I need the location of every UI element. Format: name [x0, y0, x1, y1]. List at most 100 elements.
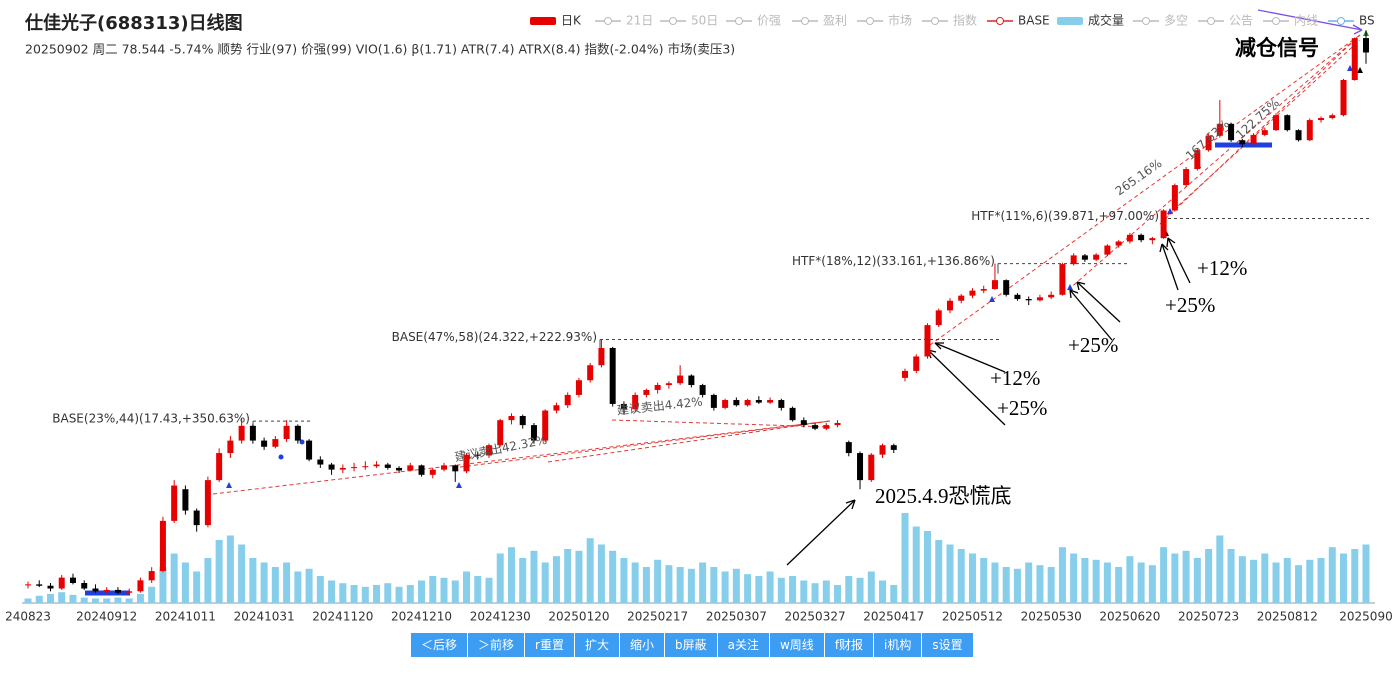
volume-bar	[328, 580, 336, 603]
candle-body	[294, 425, 301, 441]
candle-body	[1329, 115, 1336, 119]
legend-item[interactable]: 日K	[530, 14, 582, 28]
candle-body	[216, 453, 223, 481]
volume-bar	[260, 562, 268, 603]
candle-body	[677, 375, 684, 384]
volume-bar	[1013, 568, 1021, 603]
candle-body	[935, 310, 942, 326]
legend-item[interactable]: 内线	[1263, 14, 1318, 28]
candle-body	[665, 383, 672, 386]
candle-body	[1194, 150, 1201, 170]
candle-body	[902, 370, 909, 378]
volume-bar	[373, 585, 381, 603]
candle-body	[463, 454, 470, 472]
legend-item[interactable]: BASE	[987, 14, 1050, 28]
volume-bar	[631, 562, 639, 603]
volume-bar	[384, 583, 392, 603]
volume-bar	[114, 597, 122, 603]
legend-item[interactable]: BS	[1328, 14, 1375, 28]
volume-bar	[1362, 544, 1370, 603]
toolbar-button[interactable]: f财报	[824, 633, 874, 657]
volume-bar	[845, 576, 853, 603]
volume-bar	[1171, 553, 1179, 603]
candle-body	[126, 591, 133, 593]
legend-swatch	[996, 17, 1004, 25]
toolbar-button[interactable]: s设置	[922, 633, 973, 657]
toolbar-button[interactable]: ＜后移	[411, 633, 468, 657]
x-tick-label: 20250417	[863, 610, 924, 624]
volume-bar	[395, 586, 403, 603]
legend-item[interactable]: 成交量	[1057, 13, 1124, 28]
toolbar-button[interactable]: 缩小	[619, 633, 664, 657]
candle-body	[485, 445, 492, 456]
candle-body	[598, 347, 605, 366]
legend-item[interactable]: 21日	[595, 14, 653, 28]
volume-bar	[699, 562, 707, 603]
candle-body	[272, 439, 279, 447]
candle-body	[249, 425, 256, 441]
candle-body	[373, 464, 380, 467]
legend-label: 指数	[953, 13, 977, 28]
candle-body	[1205, 135, 1212, 151]
volume-bar	[1351, 549, 1359, 603]
candle-body	[1340, 79, 1347, 116]
toolbar-button[interactable]: b屏蔽	[665, 633, 717, 657]
candle-body	[812, 425, 819, 429]
candle-body	[1025, 299, 1032, 301]
legend-swatch	[669, 17, 677, 25]
volume-bar	[890, 585, 898, 603]
volume-bar	[1295, 565, 1303, 603]
blue-markers	[85, 142, 1272, 596]
legend-swatch	[1142, 17, 1150, 25]
volume-bar	[305, 568, 313, 603]
candle-body	[418, 465, 425, 475]
legend-item[interactable]: 50日	[660, 14, 718, 28]
legend-item[interactable]: 公告	[1198, 14, 1253, 28]
legend-label: 价强	[757, 14, 781, 28]
toolbar-button[interactable]: 扩大	[574, 633, 619, 657]
candle-body	[227, 440, 234, 454]
legend-item[interactable]: 指数	[922, 13, 977, 28]
toolbar-button[interactable]: a关注	[717, 633, 769, 657]
toolbar-button[interactable]: w周线	[769, 633, 824, 657]
x-tick-label: 20250723	[1178, 610, 1239, 624]
volume-bar	[755, 576, 763, 603]
legend-item[interactable]: 多空	[1133, 14, 1188, 28]
candle-body	[744, 400, 751, 406]
annotation: 2025.4.9恐慌底	[875, 484, 1012, 508]
candle-body	[1003, 280, 1010, 295]
legend-item[interactable]: 价强	[726, 14, 781, 28]
volume-bar	[923, 531, 931, 603]
volume-bar	[103, 598, 111, 603]
volume-bar	[980, 558, 988, 603]
volume-bar	[249, 558, 257, 603]
candle-body	[283, 425, 290, 440]
candle-body	[81, 583, 88, 589]
candle-body	[1093, 254, 1100, 260]
candle-body	[328, 464, 335, 470]
legend-label: 日K	[561, 14, 582, 28]
toolbar-button[interactable]: i机构	[874, 633, 922, 657]
candle-body	[171, 485, 178, 521]
volume-bar	[1137, 562, 1145, 603]
legend-item[interactable]: 盈利	[792, 14, 847, 28]
candle-body	[1261, 130, 1268, 135]
volume-bar	[552, 556, 560, 603]
candle-body	[823, 425, 830, 429]
volume-bar	[283, 562, 291, 603]
volume-bar	[1126, 556, 1134, 603]
candle-body	[575, 380, 582, 395]
volume-bar	[1070, 553, 1078, 603]
volume-bar	[1238, 556, 1246, 603]
candle-body	[1160, 210, 1167, 239]
toolbar-button[interactable]: ＞前移	[468, 633, 525, 657]
toolbar-button[interactable]: r重置	[525, 633, 574, 657]
x-tick-label: 20241210	[391, 610, 452, 624]
candle-body	[1239, 140, 1246, 145]
legend-swatch	[1057, 17, 1083, 25]
candle-body	[845, 442, 852, 454]
candle-body	[879, 445, 886, 455]
legend-item[interactable]: 市场	[857, 13, 912, 28]
volume-bar	[24, 598, 32, 603]
candle-body	[699, 385, 706, 395]
